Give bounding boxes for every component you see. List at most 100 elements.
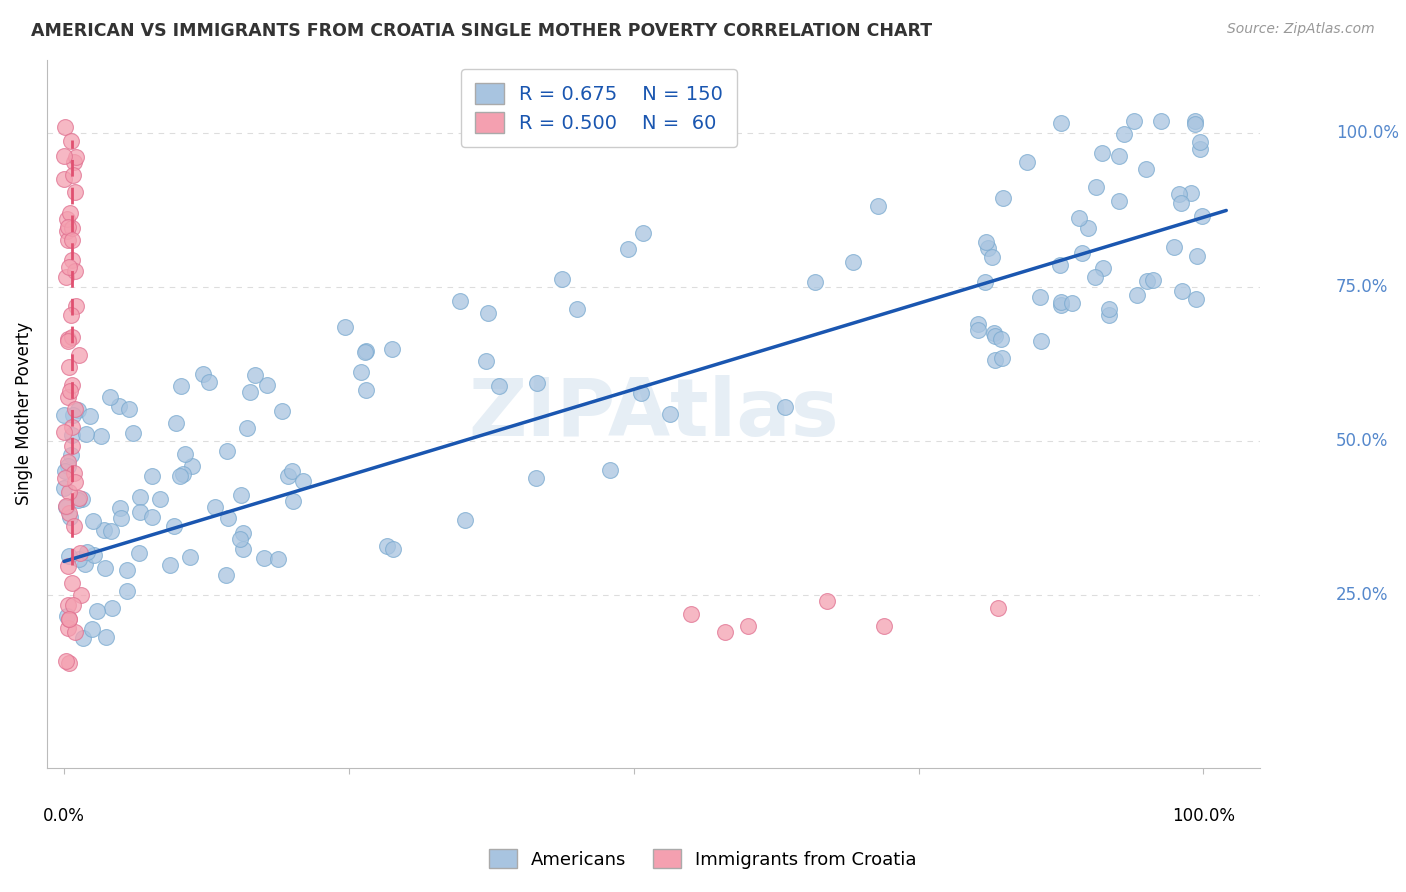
Point — [1050, 298, 1073, 312]
Point — [1167, 187, 1189, 202]
Point — [1136, 274, 1159, 288]
Point — [58, 507, 80, 521]
Point — [292, 474, 315, 488]
Point — [1180, 186, 1202, 200]
Point — [53, 409, 76, 423]
Point — [108, 500, 131, 515]
Point — [60, 378, 83, 392]
Point — [354, 343, 377, 358]
Point — [974, 275, 997, 289]
Point — [86, 603, 108, 617]
Point — [380, 343, 402, 357]
Point — [967, 323, 990, 337]
Point — [82, 514, 104, 528]
Point — [526, 376, 548, 390]
Point — [1084, 179, 1107, 194]
Point — [65, 475, 87, 489]
Point — [1123, 114, 1146, 128]
Point — [1091, 261, 1114, 276]
Point — [94, 561, 117, 575]
Point — [1062, 295, 1084, 310]
Point — [617, 242, 640, 256]
Point — [56, 459, 79, 474]
Point — [56, 332, 79, 346]
Point — [58, 485, 80, 500]
Point — [82, 623, 104, 637]
Point — [382, 541, 405, 556]
Point — [55, 499, 77, 513]
Point — [66, 492, 89, 507]
Point — [56, 224, 79, 238]
Point — [65, 299, 87, 313]
Text: 100.0%: 100.0% — [1336, 125, 1399, 143]
Point — [60, 329, 83, 343]
Point — [60, 135, 83, 149]
Point — [215, 568, 238, 582]
Point — [631, 226, 654, 240]
Point — [58, 360, 80, 375]
Point — [350, 365, 373, 379]
Point — [987, 600, 1010, 615]
Point — [128, 546, 150, 560]
Point — [215, 443, 238, 458]
Legend: Americans, Immigrants from Croatia: Americans, Immigrants from Croatia — [482, 841, 924, 876]
Text: AMERICAN VS IMMIGRANTS FROM CROATIA SINGLE MOTHER POVERTY CORRELATION CHART: AMERICAN VS IMMIGRANTS FROM CROATIA SING… — [31, 22, 932, 40]
Point — [256, 377, 278, 392]
Point — [56, 621, 79, 635]
Point — [243, 368, 266, 383]
Point — [1077, 221, 1099, 235]
Point — [58, 558, 80, 573]
Point — [1163, 240, 1185, 254]
Point — [217, 511, 239, 525]
Text: 50.0%: 50.0% — [1336, 433, 1388, 450]
Point — [115, 584, 138, 599]
Point — [1184, 114, 1206, 128]
Point — [122, 425, 145, 440]
Point — [58, 549, 80, 563]
Point — [984, 329, 1007, 343]
Point — [53, 481, 76, 495]
Point — [129, 505, 152, 519]
Point — [1185, 249, 1208, 263]
Point — [60, 233, 83, 247]
Point — [1108, 149, 1130, 163]
Point — [1184, 117, 1206, 131]
Point — [56, 212, 79, 227]
Point — [1112, 127, 1135, 141]
Point — [56, 334, 79, 348]
Point — [63, 518, 86, 533]
Text: ZIPAtlas: ZIPAtlas — [468, 375, 839, 452]
Point — [191, 367, 214, 381]
Point — [281, 464, 304, 478]
Point — [488, 379, 510, 393]
Point — [60, 576, 83, 591]
Point — [115, 563, 138, 577]
Point — [232, 542, 254, 557]
Point — [198, 376, 221, 390]
Point — [118, 401, 141, 416]
Point — [180, 459, 202, 474]
Point — [1069, 211, 1091, 226]
Point — [148, 492, 170, 507]
Point — [1189, 136, 1212, 150]
Point — [56, 390, 79, 404]
Point — [983, 326, 1005, 340]
Point — [1191, 209, 1213, 223]
Point — [67, 491, 90, 505]
Point — [267, 552, 290, 566]
Point — [1028, 290, 1050, 304]
Point — [58, 612, 80, 626]
Point — [449, 293, 471, 308]
Point — [63, 155, 86, 169]
Point — [83, 548, 105, 562]
Point — [991, 351, 1014, 366]
Point — [55, 269, 77, 284]
Point — [60, 252, 83, 267]
Point — [804, 275, 827, 289]
Point — [453, 512, 475, 526]
Point — [1135, 162, 1157, 177]
Point — [60, 221, 83, 235]
Y-axis label: Single Mother Poverty: Single Mother Poverty — [15, 322, 32, 505]
Point — [63, 402, 86, 417]
Point — [277, 468, 299, 483]
